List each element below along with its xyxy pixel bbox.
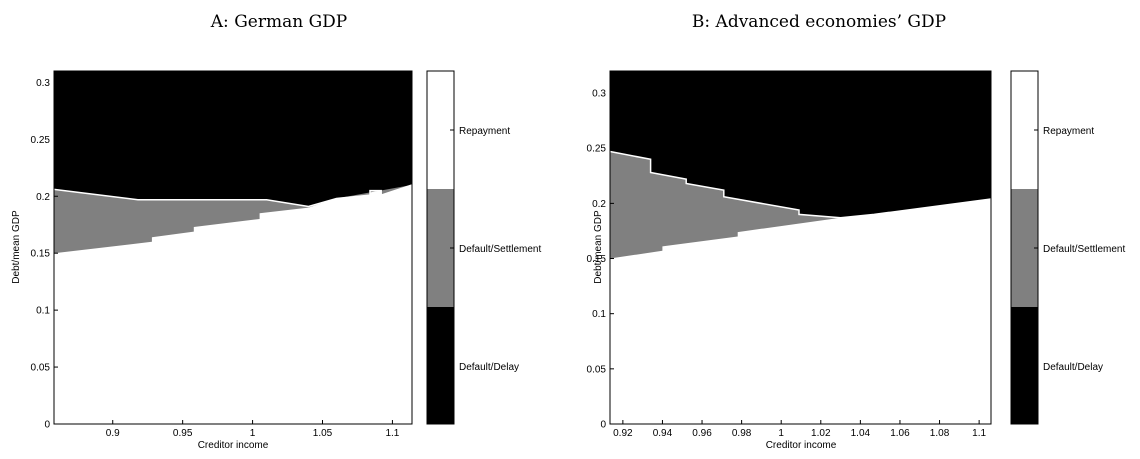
panel-b-xlabel: Creditor income [766,440,837,451]
panel-b-y-tick-label: 0.1 [592,309,606,320]
panel-b: B: Advanced economies’ GDP 0.92 0.94 0.96 0… [587,12,992,451]
panel-a-x-tick-label: 0.95 [173,428,193,439]
colorbar-a-label-repayment: Repayment [459,126,510,137]
panel-b-y-tick-label: 0.25 [587,144,607,155]
panel-a-region-default-settlement [54,184,412,254]
panel-a-x-tick-label: 1 [250,428,256,439]
panel-b-x-tick-label: 1 [778,428,784,439]
panel-b-x-tick-label: 0.94 [653,428,673,439]
panel-b-plot: 0.92 0.94 0.96 0.98 1 1.02 1.04 1.06 1.08 1.1 0 0.0… [587,70,992,439]
panel-b-x-tick-label: 1.1 [972,428,986,439]
panel-a-axes-frame [53,70,413,425]
panel-a-x-tick-label: 1.1 [385,428,399,439]
panel-a-y-tick-label: 0.2 [36,192,50,203]
panel-a-y-tick-label: 0.25 [31,135,51,146]
panel-b-y-tick-label: 0.05 [587,364,607,375]
panel-a-boundary-line [53,184,413,208]
panel-a-x-tick-label: 0.9 [106,428,120,439]
panel-b-axes-frame [609,70,992,425]
panel-a-region-default-delay [54,71,412,207]
panel-b-y-tick-label: 0.15 [587,254,607,265]
colorbar-b-label-repayment: Repayment [1043,126,1094,137]
colorbar-a-label-delay: Default/Delay [459,362,519,373]
panel-a-ylabel: Debt/mean GDP [11,210,22,284]
panel-b-x-tick-label: 1.08 [930,428,950,439]
panel-a-plot: 0.9 0.95 1 1.05 1.1 0 0.05 0.1 0.15 0.2 0.25 0.3 [31,70,413,439]
panel-a-colorbar: Repayment Default/Settlement Default/Del… [426,70,541,425]
colorbar-a-repayment-swatch [427,71,454,189]
colorbar-b-settlement-swatch [1011,189,1038,307]
panel-b-ylabel: Debt/mean GDP [593,210,604,284]
panel-b-y-tick-label: 0.2 [592,199,606,210]
panel-a-y-tick-label: 0 [44,420,50,431]
colorbar-b-delay-swatch [1011,307,1038,424]
panel-b-region-default-delay [610,71,991,218]
colorbar-b-label-delay: Default/Delay [1043,362,1103,373]
panel-b-x-tick-label: 1.06 [890,428,910,439]
panel-b-colorbar: Repayment Default/Settlement Default/Del… [1010,70,1125,425]
colorbar-b-repayment-swatch [1011,71,1038,189]
colorbar-a-settlement-swatch [427,189,454,307]
panel-b-region-default-settlement [610,151,991,259]
panel-a-xlabel: Creditor income [198,440,269,451]
colorbar-a-label-settlement: Default/Settlement [459,244,541,255]
colorbar-b-label-settlement: Default/Settlement [1043,244,1125,255]
panel-a-y-tick-label: 0.3 [36,78,50,89]
panel-a: A: German GDP 0.9 0.95 1 1.05 1.1 0 0.05 0.1 0.1… [11,12,413,451]
panel-a-y-tick-label: 0.05 [31,363,51,374]
panel-b-x-tick-label: 1.04 [851,428,871,439]
panel-a-title: A: German GDP [210,12,347,32]
panel-a-x-tick-label: 1.05 [313,428,333,439]
colorbar-a-delay-swatch [427,307,454,424]
panel-a-y-tick-label: 0.15 [31,249,51,260]
panel-b-title: B: Advanced economies’ GDP [692,12,946,32]
panel-b-y-tick-label: 0.3 [592,89,606,100]
panel-b-x-tick-label: 0.92 [613,428,633,439]
panel-b-x-tick-label: 1.02 [811,428,831,439]
panel-a-y-tick-label: 0.1 [36,306,50,317]
panel-b-boundary-line [609,150,992,219]
panel-b-y-tick-label: 0 [600,420,606,431]
panel-b-x-tick-label: 0.98 [732,428,752,439]
panel-b-x-tick-label: 0.96 [692,428,712,439]
